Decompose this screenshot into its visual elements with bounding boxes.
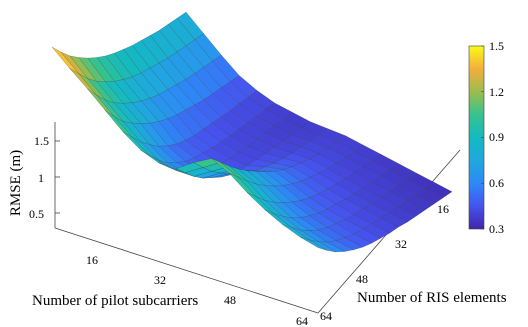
x-tick-label: 16 — [86, 253, 98, 267]
x-axis-line — [54, 227, 319, 314]
colorbar-tick-label: 0.3 — [489, 222, 504, 236]
colorbar-tick-label: 1.5 — [489, 39, 504, 53]
surface-plot — [51, 11, 453, 253]
surface-patch — [300, 237, 327, 251]
y-tick-label: 64 — [320, 309, 332, 323]
x-tick-label: 32 — [154, 273, 166, 287]
x-tick-label: 48 — [224, 293, 236, 307]
y-tick-label: 16 — [437, 202, 449, 216]
x-axis-label: Number of pilot subcarriers — [32, 293, 198, 309]
z-tick-label: 1.5 — [34, 134, 49, 148]
colorbar-tick-label: 0.6 — [489, 176, 504, 190]
y-tick-label: 32 — [395, 237, 407, 251]
x-tick-label: 64 — [296, 314, 308, 327]
colorbar-tick-label: 1.2 — [489, 85, 504, 99]
colorbar-ticks — [481, 45, 484, 230]
z-tick-label: 0.5 — [29, 207, 44, 221]
y-tick-label: 48 — [356, 272, 368, 286]
colorbar-tick-label: 0.9 — [489, 130, 504, 144]
z-tick-label: 1 — [38, 171, 44, 185]
z-axis-label: RMSE (m) — [8, 150, 24, 216]
y-axis-label: Number of RIS elements — [357, 290, 507, 306]
